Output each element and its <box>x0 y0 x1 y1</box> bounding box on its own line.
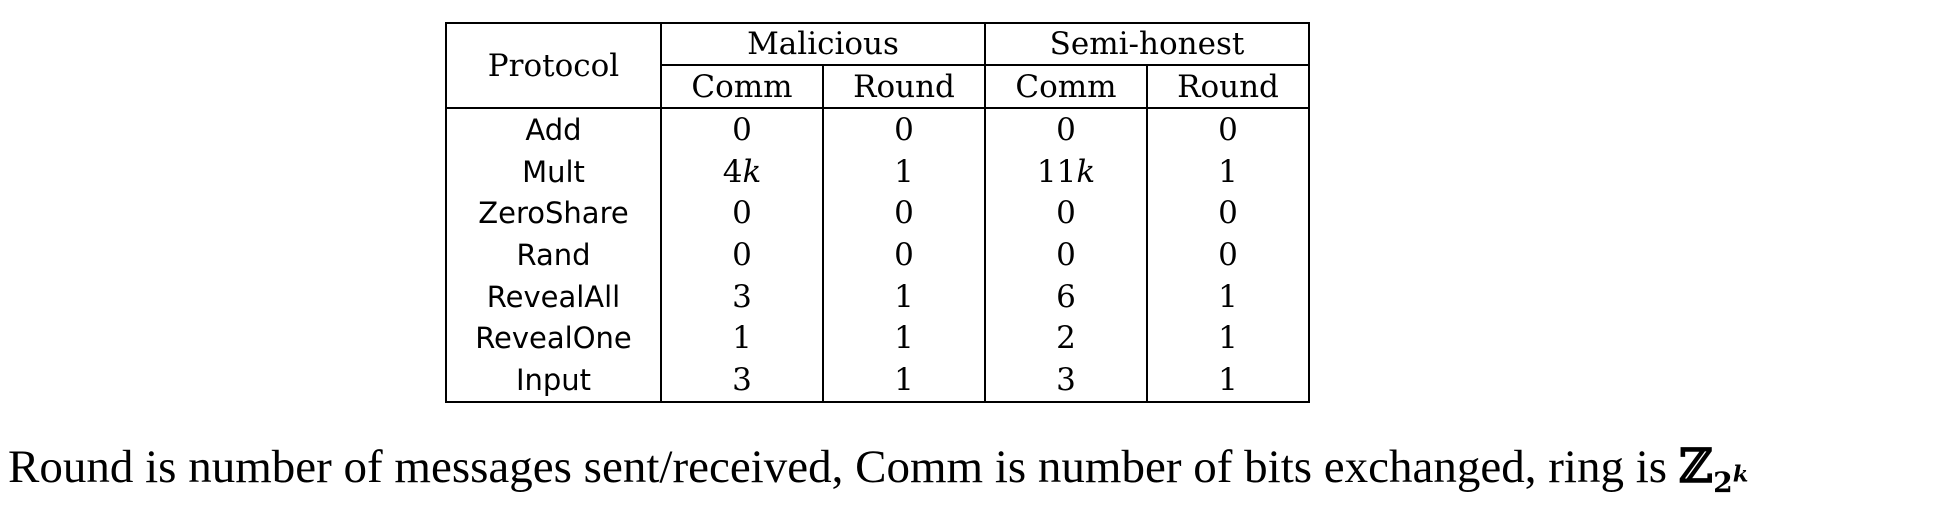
cell-semihonest-round: 0 <box>1146 234 1310 276</box>
header-semihonest-round: Round <box>1146 65 1310 109</box>
cell-semihonest-comm: 0 <box>984 108 1148 151</box>
row-protocol-name: Mult <box>445 150 662 193</box>
table-body: Add 0 0 0 0 Mult 4k 1 11k 1 ZeroShare 0 0 0 0 Rand 0 0 0 0 R… <box>445 108 1310 402</box>
cell-semihonest-comm: 3 <box>984 359 1148 402</box>
table-row: RevealAll 3 1 6 1 <box>445 275 1310 318</box>
cell-malicious-comm: 0 <box>660 234 824 276</box>
row-protocol-name: Input <box>445 359 662 402</box>
cell-semihonest-round: 1 <box>1146 150 1310 193</box>
table-caption: Round is number of messages sent/receive… <box>8 443 1748 498</box>
cell-malicious-round: 1 <box>822 359 986 402</box>
row-protocol-name: ZeroShare <box>445 192 662 235</box>
cell-semihonest-round: 0 <box>1146 108 1310 151</box>
table-row: Rand 0 0 0 0 <box>445 234 1310 276</box>
cell-malicious-round: 1 <box>822 275 986 318</box>
caption-text: Round is number of messages sent/receive… <box>8 441 1679 493</box>
table-row: Mult 4k 1 11k 1 <box>445 150 1310 193</box>
cell-semihonest-comm: 2 <box>984 317 1148 360</box>
cell-malicious-round: 1 <box>822 317 986 360</box>
cell-malicious-round: 0 <box>822 234 986 276</box>
header-malicious-comm: Comm <box>660 65 824 109</box>
cost-table: Protocol Malicious Semi-honest Comm Roun… <box>445 22 1310 403</box>
header-malicious-round: Round <box>822 65 986 109</box>
row-protocol-name: RevealOne <box>445 317 662 360</box>
cell-malicious-comm: 0 <box>660 192 824 235</box>
row-protocol-name: Add <box>445 108 662 151</box>
table-row: RevealOne 1 1 2 1 <box>445 317 1310 360</box>
table-row: Add 0 0 0 0 <box>445 108 1310 151</box>
cell-malicious-comm: 1 <box>660 317 824 360</box>
cell-malicious-round: 0 <box>822 108 986 151</box>
header-group-semi-honest: Semi-honest <box>984 23 1310 66</box>
ring-symbol: ℤ2k <box>1678 439 1749 500</box>
cell-semihonest-round: 1 <box>1146 275 1310 318</box>
cell-malicious-comm: 4k <box>660 150 824 193</box>
cell-malicious-comm: 3 <box>660 359 824 402</box>
table-row: ZeroShare 0 0 0 0 <box>445 192 1310 235</box>
cell-semihonest-round: 1 <box>1146 317 1310 360</box>
cell-semihonest-comm: 0 <box>984 192 1148 235</box>
cell-semihonest-comm: 0 <box>984 234 1148 276</box>
cell-malicious-comm: 0 <box>660 108 824 151</box>
cell-malicious-comm: 3 <box>660 275 824 318</box>
cell-semihonest-round: 0 <box>1146 192 1310 235</box>
cell-semihonest-round: 1 <box>1146 359 1310 402</box>
table-row: Input 3 1 3 1 <box>445 359 1310 402</box>
header-protocol: Protocol <box>445 23 662 109</box>
cell-semihonest-comm: 6 <box>984 275 1148 318</box>
cell-malicious-round: 1 <box>822 150 986 193</box>
header-semihonest-comm: Comm <box>984 65 1148 109</box>
cell-semihonest-comm: 11k <box>984 150 1148 193</box>
header-group-malicious: Malicious <box>660 23 986 66</box>
row-protocol-name: Rand <box>445 234 662 276</box>
row-protocol-name: RevealAll <box>445 275 662 318</box>
cell-malicious-round: 0 <box>822 192 986 235</box>
